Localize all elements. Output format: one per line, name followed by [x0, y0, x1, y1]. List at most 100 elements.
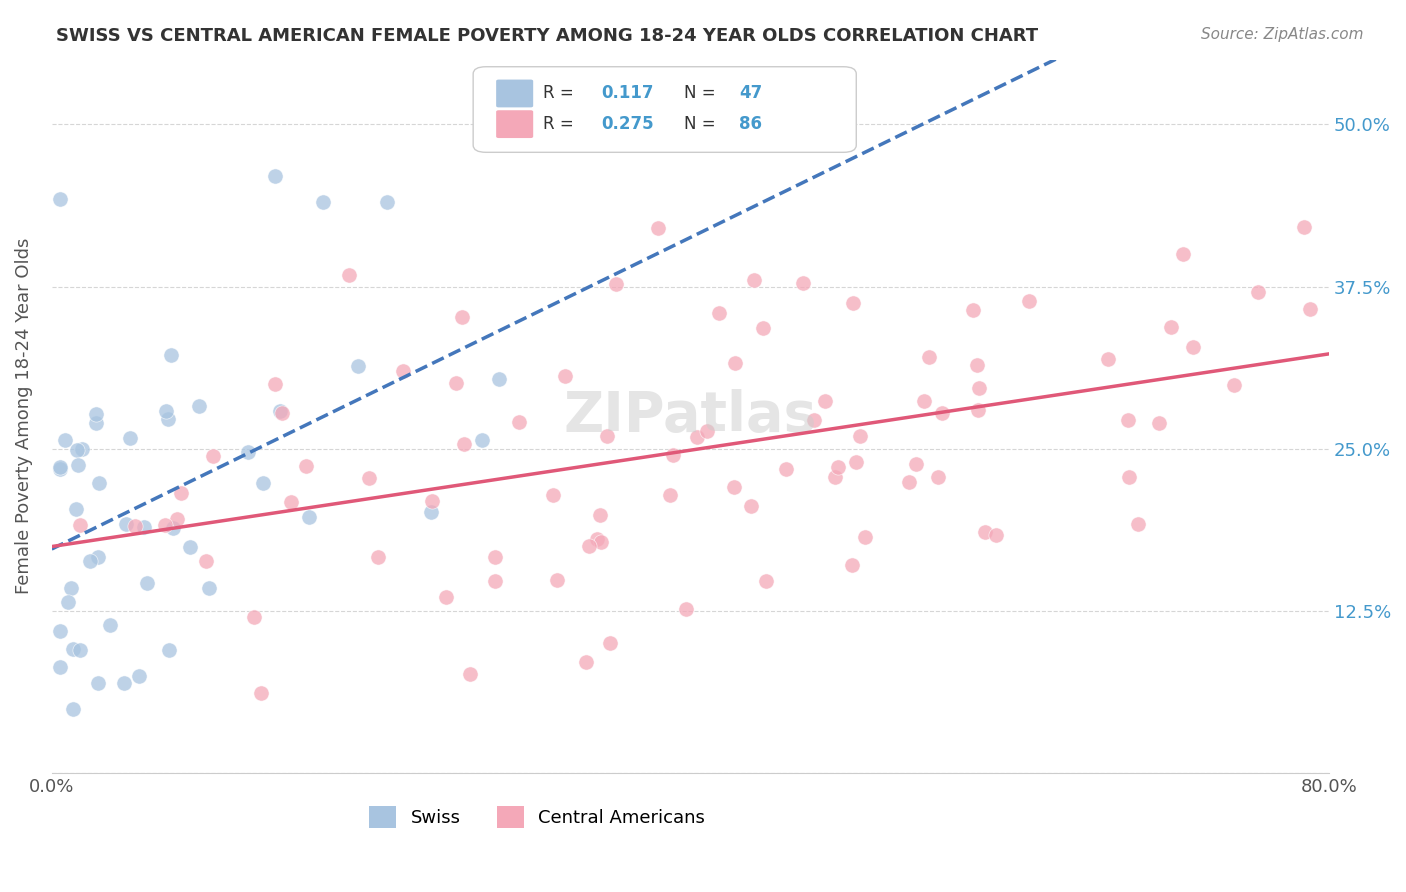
Text: 47: 47 [738, 84, 762, 102]
Point [967, 381, 990, 395]
Text: 0.117: 0.117 [600, 84, 654, 102]
FancyBboxPatch shape [496, 111, 533, 138]
Point [740, 499, 762, 513]
Point [803, 413, 825, 427]
Point [849, 429, 872, 443]
Legend: Swiss, Central Americans: Swiss, Central Americans [361, 798, 713, 835]
Point [962, 302, 984, 317]
Point [84, 407, 107, 421]
Text: ZIPatlas: ZIPatlas [564, 389, 817, 443]
Point [128, 669, 150, 683]
Point [155, 403, 177, 417]
Point [1182, 340, 1205, 354]
Point [966, 403, 988, 417]
Point [589, 508, 612, 522]
Point [484, 574, 506, 588]
Point [367, 549, 389, 564]
Text: N =: N = [683, 115, 721, 133]
Point [49, 193, 72, 207]
Point [575, 655, 598, 669]
Point [69, 643, 91, 657]
Point [69, 518, 91, 533]
Point [135, 576, 157, 591]
Text: Source: ZipAtlas.com: Source: ZipAtlas.com [1201, 27, 1364, 42]
Point [543, 488, 565, 502]
Point [162, 521, 184, 535]
Point [589, 535, 612, 549]
Point [1147, 416, 1170, 430]
Point [112, 676, 135, 690]
Point [554, 369, 576, 384]
Point [84, 416, 107, 430]
Point [252, 476, 274, 491]
Point [444, 376, 467, 390]
Point [375, 195, 398, 210]
Point [392, 364, 415, 378]
Point [986, 528, 1008, 542]
Point [89, 476, 111, 491]
Point [898, 475, 921, 490]
Point [458, 666, 481, 681]
Point [775, 462, 797, 476]
Point [269, 403, 291, 417]
Point [904, 457, 927, 471]
Point [661, 448, 683, 462]
Point [912, 394, 935, 409]
Point [595, 429, 617, 443]
Point [724, 356, 747, 370]
Point [132, 520, 155, 534]
Point [1173, 247, 1195, 261]
Point [66, 443, 89, 458]
Point [974, 525, 997, 540]
Point [59, 581, 82, 595]
Point [1126, 517, 1149, 532]
Point [422, 494, 444, 508]
Point [198, 581, 221, 595]
Point [157, 412, 180, 426]
Point [87, 550, 110, 565]
Point [1247, 285, 1270, 299]
Point [236, 444, 259, 458]
Point [755, 574, 778, 588]
Point [1294, 219, 1316, 234]
Point [471, 434, 494, 448]
Text: R =: R = [543, 84, 579, 102]
Text: R =: R = [543, 115, 579, 133]
Point [62, 702, 84, 716]
Point [1018, 293, 1040, 308]
Point [155, 517, 177, 532]
Point [160, 348, 183, 362]
Point [723, 480, 745, 494]
Point [853, 530, 876, 544]
Point [675, 602, 697, 616]
Y-axis label: Female Poverty Among 18-24 Year Olds: Female Poverty Among 18-24 Year Olds [15, 238, 32, 594]
Point [1116, 413, 1139, 427]
Point [118, 431, 141, 445]
Point [696, 425, 718, 439]
Point [824, 470, 846, 484]
Point [1222, 378, 1244, 392]
Point [48, 624, 70, 639]
Point [264, 376, 287, 391]
Point [845, 455, 868, 469]
Point [87, 676, 110, 690]
Point [201, 449, 224, 463]
Point [48, 459, 70, 474]
Point [508, 416, 530, 430]
Point [312, 195, 335, 210]
Text: N =: N = [683, 84, 721, 102]
Point [1097, 352, 1119, 367]
Point [752, 321, 775, 335]
Point [170, 486, 193, 500]
Point [841, 558, 863, 573]
Point [488, 372, 510, 386]
Point [707, 306, 730, 320]
Point [1118, 469, 1140, 483]
Point [48, 462, 70, 476]
Point [546, 574, 568, 588]
Point [188, 399, 211, 413]
Point [742, 273, 765, 287]
Point [453, 437, 475, 451]
Point [114, 516, 136, 531]
Point [599, 636, 621, 650]
